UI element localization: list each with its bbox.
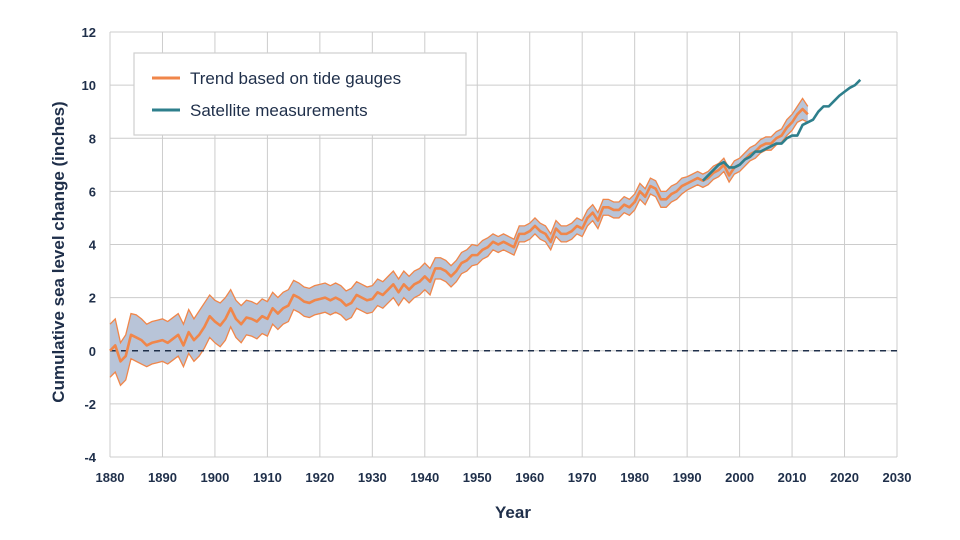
x-tick-label: 1930 [358, 470, 387, 485]
x-tick-label: 1900 [200, 470, 229, 485]
y-tick-label: -2 [84, 397, 96, 412]
x-tick-label: 1960 [515, 470, 544, 485]
y-tick-label: 2 [89, 291, 96, 306]
x-tick-label: 1980 [620, 470, 649, 485]
band-upper-edge [109, 97, 809, 345]
y-tick-label: -4 [84, 450, 96, 465]
legend-label-tide: Trend based on tide gauges [190, 69, 401, 88]
legend-box [133, 52, 467, 136]
x-tick-label: 1940 [410, 470, 439, 485]
x-tick-label: 1880 [96, 470, 125, 485]
x-tick-label: 2030 [883, 470, 912, 485]
satellite-measurement-line [701, 78, 862, 182]
x-tick-label: 2010 [778, 470, 807, 485]
uncertainty-band [110, 98, 808, 386]
x-tick-label: 2020 [830, 470, 859, 485]
x-tick-label: 1970 [568, 470, 597, 485]
y-tick-label: 6 [89, 184, 96, 199]
legend: Trend based on tide gauges Satellite mea… [133, 52, 467, 136]
y-tick-label: 0 [89, 344, 96, 359]
x-tick-labels: 1880 1890 1900 1910 1920 1930 1940 1950 1960 1970… [96, 470, 912, 485]
x-tick-label: 1990 [673, 470, 702, 485]
band-lower-edge [109, 118, 809, 387]
legend-label-satellite: Satellite measurements [190, 101, 368, 120]
y-tick-label: 10 [82, 78, 96, 93]
y-tick-labels: -4 -2 0 2 4 6 8 10 12 [82, 25, 97, 465]
y-axis-title: Cumulative sea level change (inches) [49, 101, 68, 402]
series-lines [109, 78, 862, 363]
uncertainty-band-group [109, 97, 809, 387]
x-tick-label: 2000 [725, 470, 754, 485]
y-tick-label: 4 [89, 238, 97, 253]
x-tick-label: 1910 [253, 470, 282, 485]
x-tick-label: 1920 [305, 470, 334, 485]
tide-gauge-trend-line [109, 107, 809, 363]
x-tick-label: 1890 [148, 470, 177, 485]
x-tick-label: 1950 [463, 470, 492, 485]
x-axis-title: Year [495, 503, 531, 522]
y-tick-label: 8 [89, 131, 96, 146]
y-tick-label: 12 [82, 25, 96, 40]
